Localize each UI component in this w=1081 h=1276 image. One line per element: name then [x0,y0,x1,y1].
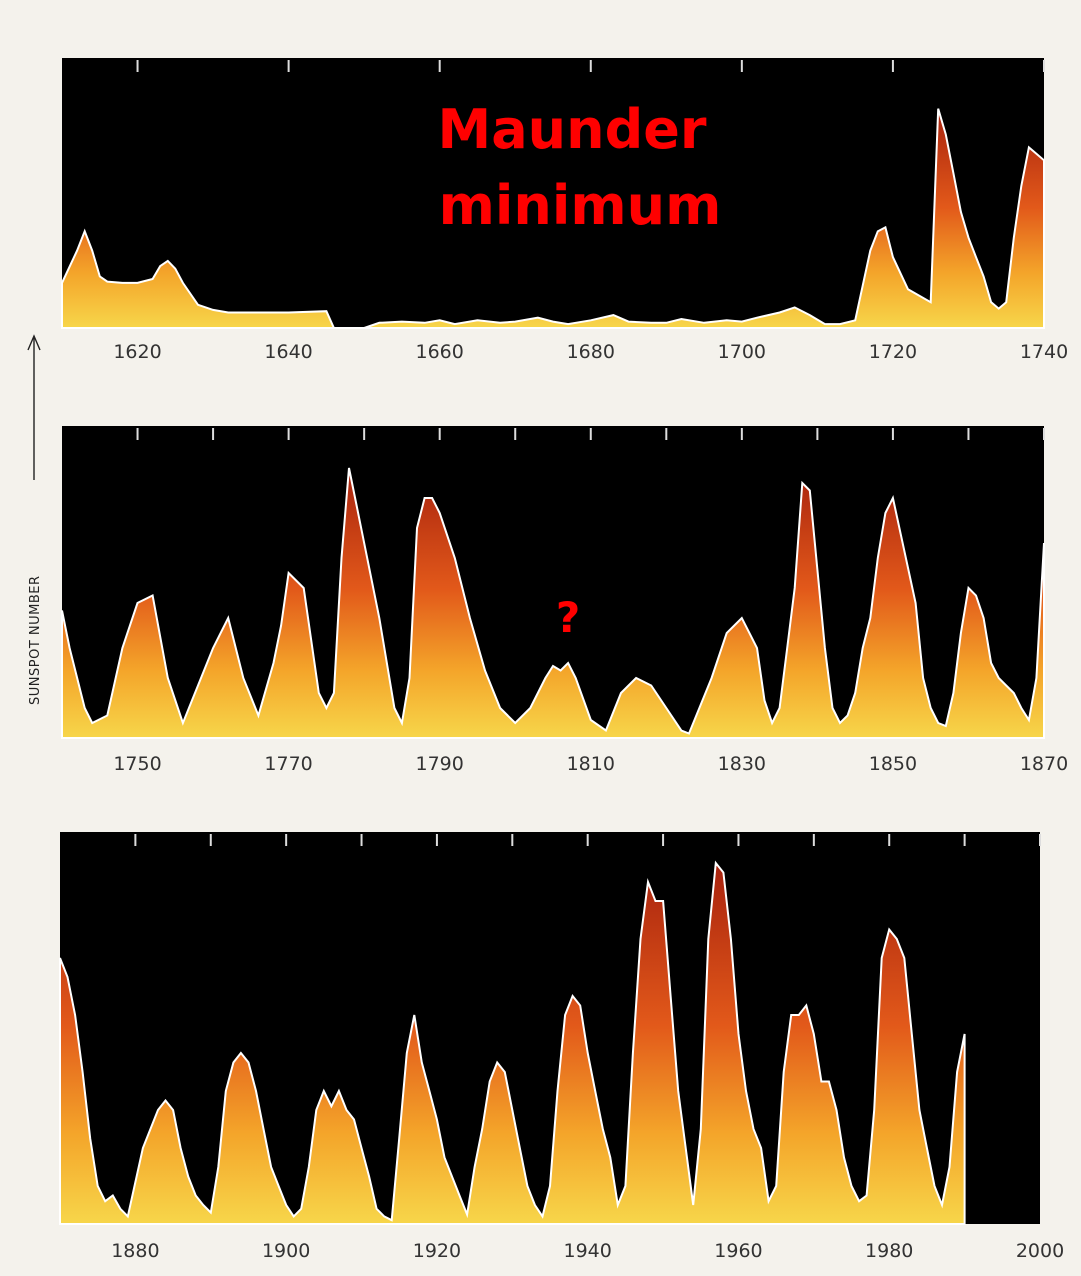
tick-label-1680: 1680 [567,341,615,363]
tick-label-2000: 2000 [1016,1240,1064,1262]
tick-label-1830: 1830 [718,753,766,775]
tick-labels-2: 1750 1770 1790 1810 1830 1850 1870 [113,753,1068,775]
y-axis-arrowhead [27,334,41,351]
tick-label-1750: 1750 [113,753,161,775]
sunspot-series-1 [61,108,1045,329]
y-axis-label: SUNSPOT NUMBER [28,575,43,705]
tick-labels-3: 1880 1900 1920 1940 1960 1980 2000 [111,1240,1064,1262]
tick-label-1770: 1770 [264,753,312,775]
tick-label-1980: 1980 [865,1240,913,1262]
tick-label-1940: 1940 [564,1240,612,1262]
tick-label-1920: 1920 [413,1240,461,1262]
tick-label-1720: 1720 [869,341,917,363]
tick-label-1880: 1880 [111,1240,159,1262]
tick-labels-1: 1620 1640 1660 1680 1700 1720 1740 [113,341,1068,363]
sunspot-series-3 [59,860,966,1225]
chart-panel-1870-2000: 1880 1900 1920 1940 1960 1980 2000 [59,832,1064,1262]
tick-label-1700: 1700 [718,341,766,363]
tick-label-1870: 1870 [1020,753,1068,775]
tick-marks-3 [134,834,1041,846]
tick-label-1740: 1740 [1020,341,1068,363]
tick-label-1640: 1640 [264,341,312,363]
annotation-question-mark: ? [556,593,580,642]
annotation-maunder: Maunder [438,98,707,161]
chart-panel-1620-1740: 1620 1640 1660 1680 1700 1720 1740 Maunder min… [61,58,1068,363]
tick-label-1850: 1850 [869,753,917,775]
tick-marks-1 [136,60,1045,72]
sunspot-series-2 [61,467,1045,739]
tick-label-1960: 1960 [714,1240,762,1262]
tick-label-1810: 1810 [567,753,615,775]
tick-label-1900: 1900 [262,1240,310,1262]
tick-marks-2 [136,428,1045,440]
y-axis-label-group: SUNSPOT NUMBER [27,334,43,705]
annotation-minimum: minimum [439,174,722,237]
tick-label-1790: 1790 [416,753,464,775]
tick-label-1620: 1620 [113,341,161,363]
tick-label-1660: 1660 [416,341,464,363]
chart-panel-1740-1870: 1750 1770 1790 1810 1830 1850 1870 ? [61,426,1068,775]
